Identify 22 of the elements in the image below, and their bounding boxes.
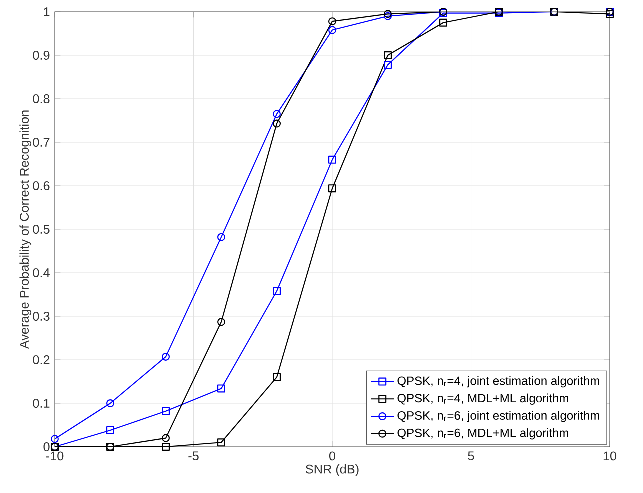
y-tick-label: 0.6 <box>33 182 50 190</box>
x-axis-title: SNR (dB) <box>306 464 359 476</box>
y-tick-label: 0.5 <box>33 225 50 234</box>
y-tick-label: 0.7 <box>33 138 50 147</box>
x-tick-label: 0 <box>329 452 336 461</box>
legend-label: QPSK, n$_{r}$=6, joint estimation algorithm <box>398 411 600 422</box>
y-tick-label: 0.8 <box>33 94 50 104</box>
x-tick-label: 5 <box>468 452 474 461</box>
y-axis-title: Average Probability of Correct Recognition <box>20 110 32 350</box>
y-tick-label: 0.3 <box>33 312 50 321</box>
y-tick-label: 0 <box>44 442 50 452</box>
y-tick-label: 1 <box>44 8 50 16</box>
legend-label: QPSK, n$_{r}$=6, MDL+ML algorithm <box>398 428 568 440</box>
y-tick-label: 0.4 <box>33 268 50 278</box>
y-tick-label: 0.1 <box>33 399 50 408</box>
x-tick-label: 10 <box>604 452 617 461</box>
legend-label: QPSK, n$_{r}$=4, MDL+ML algorithm <box>398 394 568 405</box>
legend-label: QPSK, n$_{r}$=4, joint estimation algorithm <box>398 376 600 388</box>
y-tick-label: 0.9 <box>33 51 50 60</box>
x-tick-label: -5 <box>188 452 199 461</box>
y-tick-label: 0.2 <box>33 356 50 364</box>
x-tick-label: -10 <box>46 452 64 461</box>
